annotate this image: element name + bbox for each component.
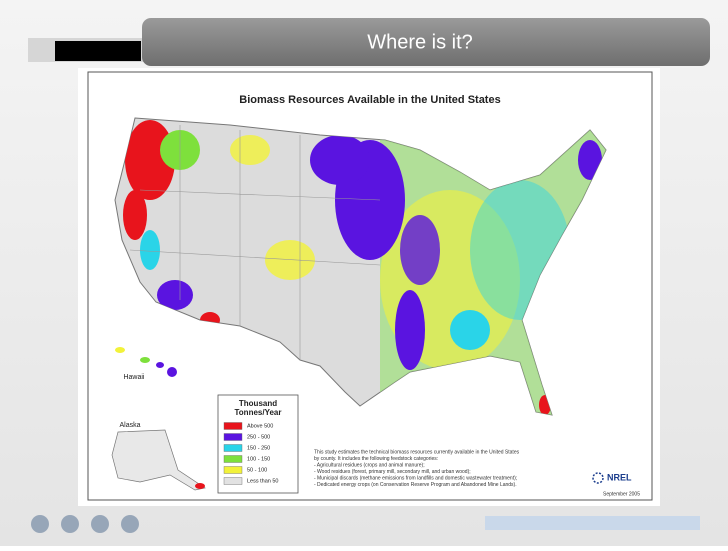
note-line: - Wood residues (forest, primary mill, s… xyxy=(314,469,471,475)
nav-dot[interactable] xyxy=(61,515,79,533)
title-bar xyxy=(142,18,710,66)
legend-swatch xyxy=(223,444,243,452)
notes: This study estimates the technical bioma… xyxy=(314,449,520,488)
legend-label: Less than 50 xyxy=(247,478,279,484)
legend-label: 150 - 250 xyxy=(247,445,270,451)
legend-title: Thousand xyxy=(239,399,277,408)
nav-dot[interactable] xyxy=(91,515,109,533)
logo: NREL xyxy=(607,472,632,482)
note-line: - Municipal discards (methane emissions … xyxy=(314,475,517,481)
legend-label: 100 - 150 xyxy=(247,456,270,462)
note-line: This study estimates the technical bioma… xyxy=(314,449,520,455)
note-line: - Dedicated energy crops (on Conservatio… xyxy=(314,482,517,488)
legend-swatch xyxy=(223,455,243,463)
nav-dot[interactable] xyxy=(121,515,139,533)
inset-hawaii xyxy=(115,347,177,377)
note-line: by county. It includes the following fee… xyxy=(314,456,438,462)
map-title: Biomass Resources Available in the Unite… xyxy=(239,94,500,106)
inset-alaska xyxy=(111,429,206,491)
legend-title: Tonnes/Year xyxy=(235,408,282,417)
legend-swatch xyxy=(223,466,243,474)
legend-label: 50 - 100 xyxy=(247,467,267,473)
slide-title: Where is it? xyxy=(367,31,473,53)
legend-label: Above 500 xyxy=(247,423,273,429)
legend-swatch xyxy=(223,422,243,430)
nav-dots xyxy=(31,515,139,533)
inset-label: Alaska xyxy=(119,422,140,429)
footer-bar xyxy=(485,516,700,530)
note-line: - Agricultural residues (crops and anima… xyxy=(314,462,425,468)
legend-swatch xyxy=(223,433,243,441)
nav-dot[interactable] xyxy=(31,515,49,533)
legend-swatch xyxy=(223,477,243,485)
black-box xyxy=(55,41,141,61)
legend-label: 250 - 500 xyxy=(247,434,270,440)
inset-label: Hawaii xyxy=(123,374,144,381)
logo-mark xyxy=(592,472,604,484)
date: September 2005 xyxy=(603,491,640,497)
